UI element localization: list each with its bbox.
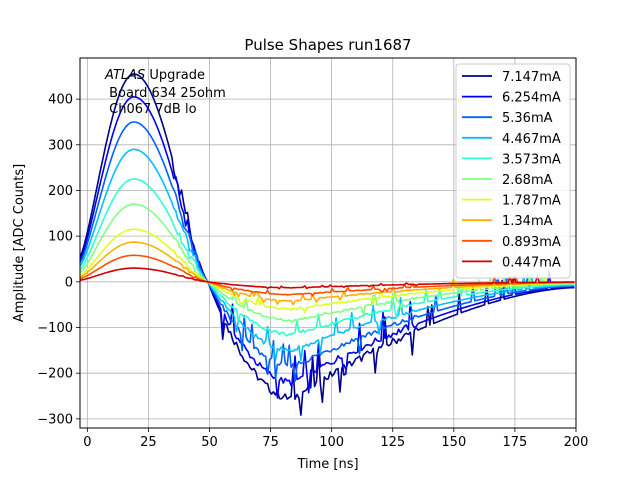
legend-label: 7.147mA: [502, 70, 561, 85]
series-line-0.893mA: [79, 254, 575, 297]
series-line-1.34mA: [79, 241, 575, 306]
x-tick-label: 100: [319, 435, 344, 450]
series-line-1.787mA: [79, 228, 575, 314]
x-axis-label: Time [ns]: [296, 457, 358, 472]
legend-label: 0.447mA: [502, 255, 561, 270]
x-tick-label: 125: [380, 435, 405, 450]
y-tick-label: 400: [48, 93, 73, 108]
ticks: 0 25 50 75 100 125 150 175 200 −300 −200 −100 0 100 20…: [37, 93, 588, 450]
x-tick-label: 75: [262, 435, 279, 450]
x-tick-label: 25: [140, 435, 157, 450]
x-tick-label: 200: [564, 435, 589, 450]
x-tick-label: 0: [83, 435, 91, 450]
y-tick-label: 0: [65, 275, 73, 290]
board-annotation: Board 634 25ohm: [105, 86, 226, 101]
y-tick-label: −200: [37, 367, 73, 382]
legend: 7.147mA 6.254mA 5.36mA 4.467mA 3.573mA 2.68mA…: [455, 63, 571, 279]
series-line-0.447mA: [79, 267, 575, 290]
legend-label: 0.893mA: [502, 235, 561, 250]
legend-label: 3.573mA: [502, 152, 561, 167]
legend-label: 1.787mA: [502, 194, 561, 209]
y-tick-label: −100: [37, 321, 73, 336]
y-tick-label: −300: [37, 412, 73, 427]
legend-label: 2.68mA: [502, 173, 553, 188]
plot-frame: [79, 57, 577, 429]
y-tick-label: 200: [48, 184, 73, 199]
legend-label: 5.36mA: [502, 111, 553, 126]
series-line-6.254mA: [79, 96, 575, 399]
series-line-7.147mA: [79, 73, 575, 416]
series-line-4.467mA: [79, 148, 575, 362]
x-tick-label: 50: [201, 435, 218, 450]
y-axis-label: Amplitude [ADC Counts]: [12, 164, 27, 322]
y-tick-label: 300: [48, 138, 73, 153]
legend-label: 4.467mA: [502, 132, 561, 147]
atlas-label: ATLAS: [104, 68, 145, 83]
upgrade-label: Upgrade: [145, 68, 205, 83]
series-group: [79, 73, 575, 416]
x-tick-label: 150: [441, 435, 466, 450]
channel-annotation: Ch067 7dB lo: [105, 102, 197, 117]
series-line-5.36mA: [79, 121, 575, 382]
series-line-3.573mA: [79, 178, 575, 337]
chart-title: Pulse Shapes run1687: [244, 36, 411, 54]
atlas-annotation-line1: ATLAS Upgrade: [104, 68, 205, 83]
x-tick-label: 175: [503, 435, 528, 450]
y-tick-label: 100: [48, 230, 73, 245]
legend-label: 6.254mA: [502, 91, 561, 106]
legend-label: 1.34mA: [502, 214, 553, 229]
